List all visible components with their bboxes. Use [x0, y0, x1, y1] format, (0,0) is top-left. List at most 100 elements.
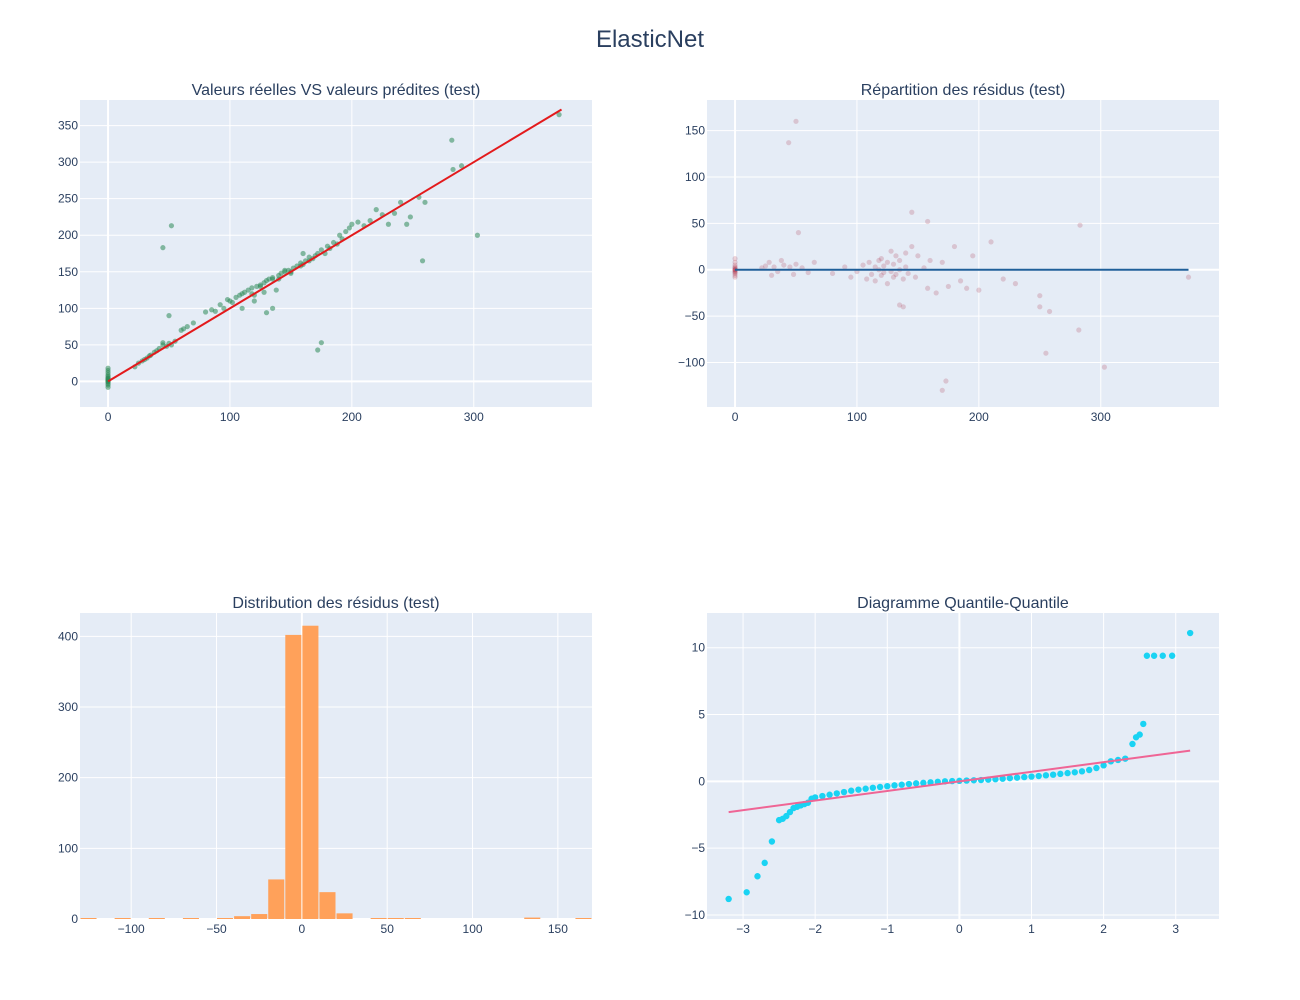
scatter-point	[903, 250, 909, 256]
y-tick-label: −50	[685, 309, 706, 323]
histogram-bar	[336, 913, 353, 919]
scatter-point	[1000, 276, 1006, 282]
scatter-point	[790, 271, 797, 277]
scatter-point	[897, 302, 903, 308]
x-tick-label: 300	[1091, 410, 1111, 424]
x-tick-label: 3	[1172, 922, 1179, 936]
scatter-point	[732, 259, 738, 265]
scatter-point	[732, 272, 738, 278]
y-tick-label: 150	[58, 265, 78, 279]
scatter-point	[909, 243, 915, 250]
scatter-point	[945, 283, 951, 290]
scatter-point	[909, 209, 915, 215]
y-tick-label: 300	[58, 700, 78, 714]
scatter-point	[988, 239, 994, 245]
scatter-point	[346, 225, 353, 231]
scatter-point	[239, 305, 245, 311]
x-tick-label: 0	[732, 410, 739, 424]
panel-residuals-scatter: Répartition des résidus (test) 0 100 200 300…	[678, 82, 1219, 424]
scatter-point	[217, 302, 223, 308]
histogram-bar	[182, 918, 199, 919]
scatter-point	[300, 250, 306, 257]
histogram-bar	[217, 918, 234, 919]
scatter-point	[407, 214, 413, 220]
scatter-point	[1071, 769, 1078, 776]
scatter-point	[766, 259, 772, 265]
histogram-bar	[268, 879, 285, 919]
scatter-point	[1012, 281, 1019, 287]
scatter-point	[190, 320, 196, 326]
histogram-bar	[80, 918, 97, 919]
y-tick-label: 400	[58, 629, 78, 643]
panel-actual-vs-predicted: Valeurs réelles VS valeurs prédites (tes…	[58, 82, 592, 424]
histogram-bar	[114, 918, 131, 919]
main-title: ElasticNet	[595, 26, 705, 53]
scatter-point	[927, 257, 933, 264]
scatter-point	[449, 137, 455, 143]
scatter-point	[732, 256, 738, 262]
reference-line	[107, 108, 563, 383]
scatter-point	[872, 278, 878, 284]
scatter-point	[864, 276, 870, 282]
scatter-point	[1101, 364, 1108, 370]
scatter-point	[1013, 774, 1021, 781]
scatter-point	[829, 270, 836, 277]
scatter-point	[212, 308, 218, 314]
y-tick-label: 150	[685, 124, 705, 138]
scatter-point	[876, 257, 882, 264]
scatter-point	[166, 313, 172, 319]
scatter-point	[1064, 769, 1071, 777]
panel-residuals-histogram: Distribution des résidus (test) −100 −50 0 5…	[58, 595, 592, 936]
scatter-point	[860, 262, 866, 268]
x-tick-label: 0	[105, 410, 112, 424]
scatter-point	[1049, 771, 1057, 778]
scatter-point	[270, 276, 276, 282]
y-tick-label: 250	[58, 192, 78, 206]
x-tick-label: 300	[464, 410, 484, 424]
scatter-point	[732, 262, 738, 268]
scatter-point	[805, 269, 811, 276]
scatter-point	[229, 299, 235, 306]
scatter-point	[855, 786, 862, 793]
scatter-point	[1129, 740, 1136, 748]
subplot-title: Distribution des résidus (test)	[232, 595, 439, 612]
scatter-point	[793, 261, 799, 267]
scatter-point	[270, 305, 276, 311]
scatter-point	[939, 387, 945, 393]
scatter-point	[1021, 773, 1028, 781]
scatter-point	[184, 323, 190, 330]
scatter-point	[404, 221, 410, 227]
scatter-point	[419, 258, 426, 264]
scatter-point	[925, 218, 931, 225]
x-tick-label: −1	[880, 922, 894, 936]
scatter-point	[458, 163, 465, 169]
scatter-point	[888, 248, 894, 254]
x-tick-label: 150	[548, 922, 568, 936]
scatter-point	[881, 269, 887, 276]
scatter-point	[1057, 770, 1064, 778]
scatter-point	[976, 287, 982, 293]
scatter-point	[884, 281, 891, 287]
scatter-point	[786, 140, 792, 146]
scatter-point	[884, 782, 891, 790]
x-tick-label: −50	[206, 922, 227, 936]
y-tick-label: −10	[685, 908, 706, 922]
scatter-point	[868, 271, 875, 277]
scatter-point	[355, 219, 361, 225]
scatter-point	[893, 253, 899, 259]
scatter-point	[1078, 768, 1086, 775]
scatter-point	[970, 253, 976, 259]
y-tick-label: 10	[692, 641, 706, 655]
scatter-point	[343, 228, 349, 235]
scatter-point	[732, 269, 738, 276]
scatter-point	[1159, 652, 1166, 659]
scatter-point	[385, 221, 392, 227]
scatter-point	[964, 285, 970, 291]
y-tick-label: 0	[698, 263, 705, 277]
scatter-point	[337, 232, 343, 238]
scatter-point	[811, 794, 819, 801]
reference-line	[728, 749, 1191, 814]
scatter-point	[282, 267, 288, 273]
scatter-point	[1085, 766, 1093, 774]
histogram-bar	[251, 914, 268, 919]
